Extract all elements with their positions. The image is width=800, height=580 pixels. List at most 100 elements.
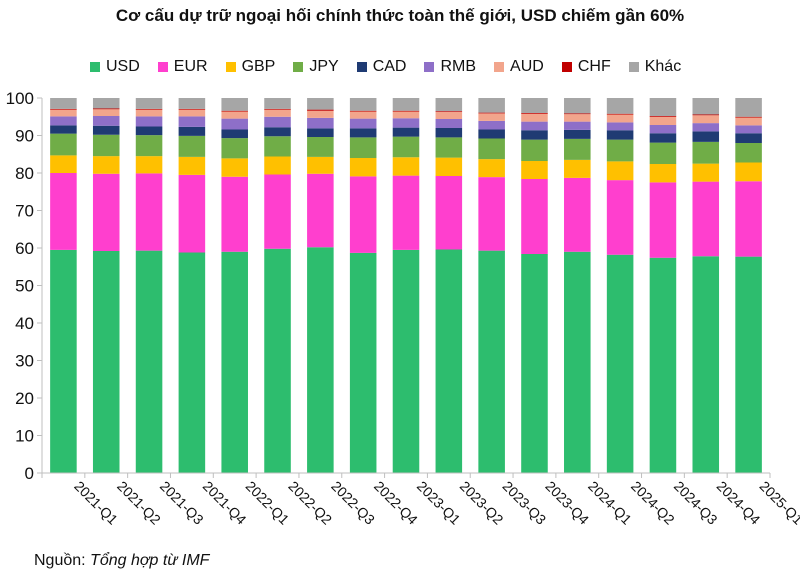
bar-segment-jpy-2022-q3 <box>307 137 334 157</box>
x-tick-label: 2024-Q4 <box>714 478 764 528</box>
bar-segment-jpy-2024-q1 <box>564 138 591 160</box>
bar-segment-rmb-2022-q1 <box>221 118 248 130</box>
x-tick-label: 2021-Q4 <box>200 478 250 528</box>
bar-segment-jpy-2023-q3 <box>478 138 505 160</box>
bar-segment-jpy-2021-q1 <box>50 133 77 156</box>
bar-segment-rmb-2022-q3 <box>307 117 334 129</box>
bar-segment-khác-2022-q1 <box>221 98 248 111</box>
bar-segment-gbp-2024-q3 <box>649 164 677 183</box>
bar-segment-aud-2022-q1 <box>221 111 248 119</box>
legend-item-2: GBP <box>225 58 276 76</box>
bar-segment-aud-2023-q2 <box>435 111 463 119</box>
bar-segment-chf-2023-q2 <box>435 111 463 112</box>
bar-segment-rmb-2022-q4 <box>349 118 377 129</box>
bar-segment-gbp-2022-q2 <box>264 156 291 175</box>
bar-segment-khác-2021-q2 <box>92 98 120 109</box>
bar-segment-cad-2023-q4 <box>521 130 548 140</box>
y-tick-label: 100 <box>6 89 34 108</box>
bar-segment-khác-2025-q1 <box>735 98 762 117</box>
bar-segment-chf-2022-q1 <box>221 110 248 112</box>
bar-segment-gbp-2023-q3 <box>478 159 505 178</box>
bar-segment-rmb-2021-q3 <box>135 116 163 127</box>
legend-swatch <box>90 62 100 72</box>
legend-swatch <box>293 62 304 72</box>
bar-segment-usd-2025-q1 <box>735 256 762 474</box>
bar-segment-rmb-2022-q2 <box>264 116 291 128</box>
legend-swatch <box>628 62 639 72</box>
bar-segment-chf-2022-q3 <box>307 109 334 111</box>
x-tick-label: 2021-Q2 <box>114 478 164 528</box>
bar-segment-aud-2022-q4 <box>349 111 377 119</box>
bar-segment-usd-2023-q2 <box>435 249 463 473</box>
bar-segment-eur-2022-q2 <box>264 174 291 249</box>
legend-item-8: Khác <box>628 58 681 76</box>
bar-segment-eur-2021-q2 <box>92 173 120 251</box>
x-tick-label: 2023-Q1 <box>414 478 464 528</box>
x-tick-label: 2023-Q2 <box>457 478 507 528</box>
bar-segment-aud-2025-q1 <box>735 117 762 126</box>
bar-segment-cad-2024-q2 <box>606 130 634 140</box>
bar-segment-cad-2022-q2 <box>264 127 291 137</box>
legend-swatch <box>356 62 367 72</box>
legend-swatch <box>225 62 236 72</box>
bar-segment-aud-2024-q2 <box>606 114 634 123</box>
x-tick-label: 2025-Q1 <box>756 478 800 528</box>
legend-label: USD <box>106 58 140 75</box>
bar-segment-cad-2023-q3 <box>478 129 505 139</box>
bar-segment-jpy-2023-q4 <box>521 139 548 162</box>
bar-segment-cad-2022-q1 <box>221 129 248 139</box>
bar-segment-jpy-2024-q4 <box>692 141 720 164</box>
bar-segment-usd-2023-q3 <box>478 250 505 474</box>
y-tick-label: 0 <box>25 464 34 483</box>
legend-label: EUR <box>173 58 208 75</box>
bar-segment-gbp-2021-q1 <box>50 155 77 174</box>
bar-segment-usd-2022-q3 <box>307 247 334 473</box>
bar-segment-aud-2021-q4 <box>178 109 206 117</box>
bar-segment-jpy-2023-q2 <box>435 137 463 158</box>
bar-segment-eur-2023-q2 <box>435 176 463 250</box>
bar-segment-khác-2023-q3 <box>478 98 505 113</box>
bar-segment-usd-2021-q4 <box>178 252 206 473</box>
bar-segment-rmb-2024-q3 <box>649 125 677 134</box>
bar-segment-gbp-2024-q1 <box>564 159 591 178</box>
bar-segment-aud-2023-q1 <box>392 111 420 119</box>
bar-segment-chf-2024-q4 <box>692 114 720 116</box>
y-tick-label: 60 <box>15 239 34 258</box>
legend-label: CHF <box>577 58 611 75</box>
bar-segment-cad-2024-q3 <box>649 133 677 143</box>
bar-segment-rmb-2024-q4 <box>692 123 720 132</box>
bar-segment-chf-2024-q3 <box>649 116 677 117</box>
bar-segment-jpy-2024-q3 <box>649 142 677 164</box>
x-tick-label: 2022-Q3 <box>328 478 378 528</box>
bar-segment-aud-2024-q1 <box>564 114 591 122</box>
bar-segment-eur-2023-q4 <box>521 179 548 254</box>
bar-segment-chf-2021-q1 <box>50 108 77 110</box>
bar-segment-usd-2024-q1 <box>564 251 591 473</box>
bar-segment-eur-2024-q1 <box>564 177 591 252</box>
bar-segment-cad-2021-q2 <box>92 125 120 135</box>
bar-segment-khác-2024-q1 <box>564 98 591 114</box>
bar-segment-chf-2024-q2 <box>606 113 634 115</box>
bar-segment-khác-2023-q4 <box>521 98 548 113</box>
bar-segment-usd-2021-q1 <box>50 249 77 474</box>
bar-segment-aud-2024-q3 <box>649 116 677 125</box>
bar-segment-cad-2021-q4 <box>178 126 206 136</box>
x-tick-label: 2023-Q4 <box>542 478 592 528</box>
x-tick-label: 2024-Q1 <box>585 478 635 528</box>
bar-segment-chf-2025-q1 <box>735 116 762 118</box>
bar-segment-khác-2024-q4 <box>692 98 720 115</box>
bar-segment-chf-2023-q4 <box>521 113 548 114</box>
bar-segment-usd-2022-q2 <box>264 248 291 473</box>
y-tick-label: 10 <box>15 427 34 446</box>
bar-segment-rmb-2021-q4 <box>178 116 206 127</box>
legend-label: GBP <box>241 58 276 75</box>
legend-label: AUD <box>510 58 544 75</box>
bar-segment-eur-2022-q3 <box>307 173 334 248</box>
bar-segment-chf-2022-q2 <box>264 108 291 110</box>
bar-segment-gbp-2023-q2 <box>435 157 463 176</box>
bar-segment-eur-2024-q3 <box>649 182 677 258</box>
legend-item-3: JPY <box>293 58 339 76</box>
bar-segment-rmb-2023-q2 <box>435 119 463 128</box>
bar-segment-gbp-2021-q4 <box>178 156 206 175</box>
legend-swatch <box>424 62 435 72</box>
